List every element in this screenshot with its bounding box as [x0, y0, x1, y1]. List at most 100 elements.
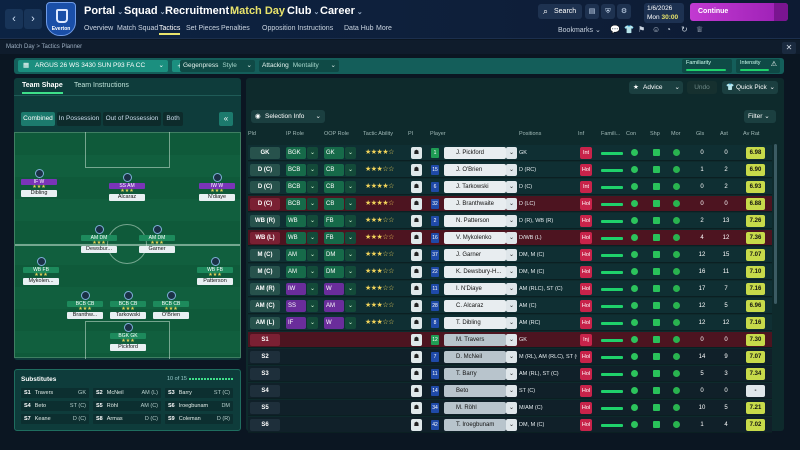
subnav-opposition-instructions[interactable]: Opposition Instructions: [262, 25, 334, 32]
player-name-select[interactable]: J. O'Brien: [444, 164, 506, 176]
subnav-overview[interactable]: Overview: [84, 25, 114, 32]
player-name-select[interactable]: J. Pickford: [444, 147, 506, 159]
oop-role-select[interactable]: DM: [324, 266, 344, 278]
chevron-down-icon[interactable]: ⌄: [506, 300, 517, 312]
ip-role-select[interactable]: WB: [286, 215, 306, 227]
position-slot[interactable]: D (C): [250, 198, 280, 210]
player-instructions-icon[interactable]: ☗: [411, 283, 422, 295]
chevron-down-icon[interactable]: ⌄: [506, 266, 517, 278]
chat-icon[interactable]: 💬: [610, 25, 620, 34]
subnav-match-squad[interactable]: Match Squad: [117, 25, 159, 32]
chevron-down-icon[interactable]: ⌄: [506, 232, 517, 244]
ip-role-select[interactable]: BCB: [286, 164, 306, 176]
player-instructions-icon[interactable]: ☗: [411, 147, 422, 159]
nav-squad[interactable]: Squad ⌄: [124, 5, 166, 17]
sub-item[interactable]: S6 Iroegbunam DM: [165, 401, 233, 411]
gear-icon[interactable]: ⚙: [617, 4, 631, 19]
player-instructions-icon[interactable]: ☗: [411, 334, 422, 346]
chevron-down-icon[interactable]: ⌄: [307, 232, 318, 244]
table-row[interactable]: S5 ☗ 34 M. Röhl ⌄ M/AM (C) Hol 10 5 7.21: [248, 400, 772, 416]
position-slot[interactable]: D (C): [250, 181, 280, 193]
poss-both[interactable]: Both: [163, 112, 183, 126]
chevron-down-icon[interactable]: ⌄: [345, 266, 356, 278]
oop-role-select[interactable]: W: [324, 317, 344, 329]
oop-role-select[interactable]: CB: [324, 198, 344, 210]
position-slot[interactable]: S6: [250, 419, 280, 431]
oop-role-select[interactable]: CB: [324, 181, 344, 193]
col-positions[interactable]: Positions: [519, 131, 542, 137]
tactics-icon[interactable]: ⚑: [638, 25, 646, 34]
player-name-select[interactable]: M. Röhl: [444, 402, 506, 414]
sub-item[interactable]: S1 Travers GK: [21, 388, 89, 398]
table-scrollbar[interactable]: [774, 144, 777, 304]
selection-info-button[interactable]: ◉ Selection Info ⌄: [251, 110, 325, 123]
chevron-down-icon[interactable]: ⌄: [506, 351, 517, 363]
bookmarks-button[interactable]: Bookmarks ⌄: [558, 27, 601, 34]
oop-role-select[interactable]: AM: [324, 300, 344, 312]
chevron-down-icon[interactable]: ⌄: [307, 317, 318, 329]
table-row[interactable]: M (C) AM ⌄ DM ⌄ ★★★☆☆ ☗ 37 J. Garner ⌄ DM, M (C) Ho…: [248, 247, 772, 263]
chevron-down-icon[interactable]: ⌄: [345, 198, 356, 210]
club-crest[interactable]: Everton: [46, 2, 76, 36]
table-row[interactable]: S1 ☗ 12 M. Travers ⌄ GK Inj 0 0 7.30: [248, 332, 772, 348]
player-name-select[interactable]: C. Alcaraz: [444, 300, 506, 312]
table-row[interactable]: S3 ☗ 11 T. Barry ⌄ AM (RL), ST (C) Hol 5 3 7.34: [248, 366, 772, 382]
quick-pick-button[interactable]: 👕 Quick Pick ⌄: [722, 81, 778, 94]
ip-role-select[interactable]: AM: [286, 249, 306, 261]
nav-career[interactable]: Career ⌄: [320, 5, 363, 17]
chevron-down-icon[interactable]: ⌄: [506, 164, 517, 176]
pitch-player[interactable]: BGK GK ★★★ Pickford: [108, 323, 148, 351]
ip-role-select[interactable]: BGK: [286, 147, 306, 159]
table-row[interactable]: AM (R) IW ⌄ W ⌄ ★★★☆☆ ☗ 11 I. N'Diaye ⌄ AM (RLC), …: [248, 281, 772, 297]
chevron-down-icon[interactable]: ⌄: [345, 300, 356, 312]
player-name-select[interactable]: V. Mykolenko: [444, 232, 506, 244]
oop-role-select[interactable]: DM: [324, 249, 344, 261]
player-instructions-icon[interactable]: ☗: [411, 300, 422, 312]
player-instructions-icon[interactable]: ☗: [411, 198, 422, 210]
player-name-select[interactable]: D. McNeil: [444, 351, 506, 363]
player-instructions-icon[interactable]: ☗: [411, 317, 422, 329]
chevron-down-icon[interactable]: ⌄: [307, 147, 318, 159]
player-instructions-icon[interactable]: ☗: [411, 215, 422, 227]
sub-item[interactable]: S9 Coleman D (R): [165, 414, 233, 424]
familiarity-meter[interactable]: Familiarity: [682, 59, 732, 73]
table-row[interactable]: D (C) BCB ⌄ CB ⌄ ★★★★☆ ☗ 32 J. Branthwaite ⌄ D (LC…: [248, 196, 772, 212]
chevron-down-icon[interactable]: ⌄: [506, 317, 517, 329]
player-instructions-icon[interactable]: ☗: [411, 402, 422, 414]
chevron-down-icon[interactable]: ⌄: [345, 283, 356, 295]
nav-recruitment[interactable]: Recruitment ⌄: [165, 5, 237, 17]
oop-role-select[interactable]: CB: [324, 164, 344, 176]
player-name-select[interactable]: T. Dibling: [444, 317, 506, 329]
player-instructions-icon[interactable]: ☗: [411, 368, 422, 380]
position-slot[interactable]: WB (L): [250, 232, 280, 244]
chevron-down-icon[interactable]: ⌄: [345, 215, 356, 227]
pitch-player[interactable]: IW W ★★★ N'diaye: [197, 173, 237, 201]
col-pi[interactable]: PI: [408, 131, 414, 137]
position-slot[interactable]: D (C): [250, 164, 280, 176]
whistle-icon[interactable]: ◔: [666, 25, 671, 34]
col-tactic-ability[interactable]: Tactic Ability: [363, 131, 393, 137]
poss-out-of-possession[interactable]: Out of Possession: [103, 112, 161, 126]
breadcrumb-parent[interactable]: Match Day: [6, 44, 35, 50]
tab-team-instructions[interactable]: Team Instructions: [74, 82, 129, 89]
player-name-select[interactable]: T. Barry: [444, 368, 506, 380]
player-instructions-icon[interactable]: ☗: [411, 385, 422, 397]
continue-dropdown[interactable]: [774, 3, 788, 21]
col-pld[interactable]: Pld: [248, 131, 256, 137]
continue-button[interactable]: Continue: [690, 3, 788, 21]
subnav-more[interactable]: More: [376, 25, 392, 32]
tactic-select[interactable]: ▦ ARGUS 26 WS 3430 SUN P93 FA CC ⌄: [18, 60, 168, 72]
advice-button[interactable]: ★ Advice ⌄: [629, 81, 683, 94]
col-ast[interactable]: Ast: [720, 131, 728, 137]
ip-role-select[interactable]: BCB: [286, 181, 306, 193]
position-slot[interactable]: WB (R): [250, 215, 280, 227]
player-instructions-icon[interactable]: ☗: [411, 232, 422, 244]
position-slot[interactable]: S4: [250, 385, 280, 397]
intensity-meter[interactable]: Intensity ⚠: [736, 59, 780, 73]
col-player[interactable]: Player: [430, 131, 446, 137]
pitch-player[interactable]: BCB CB ★★★ O'Brien: [151, 291, 191, 319]
table-row[interactable]: AM (C) SS ⌄ AM ⌄ ★★★☆☆ ☗ 28 C. Alcaraz ⌄ AM (C) Hol…: [248, 298, 772, 314]
table-row[interactable]: S4 ☗ 14 Beto ⌄ ST (C) Hol 0 0 -: [248, 383, 772, 399]
chevron-down-icon[interactable]: ⌄: [506, 402, 517, 414]
col-oop-role[interactable]: OOP Role: [324, 131, 349, 137]
